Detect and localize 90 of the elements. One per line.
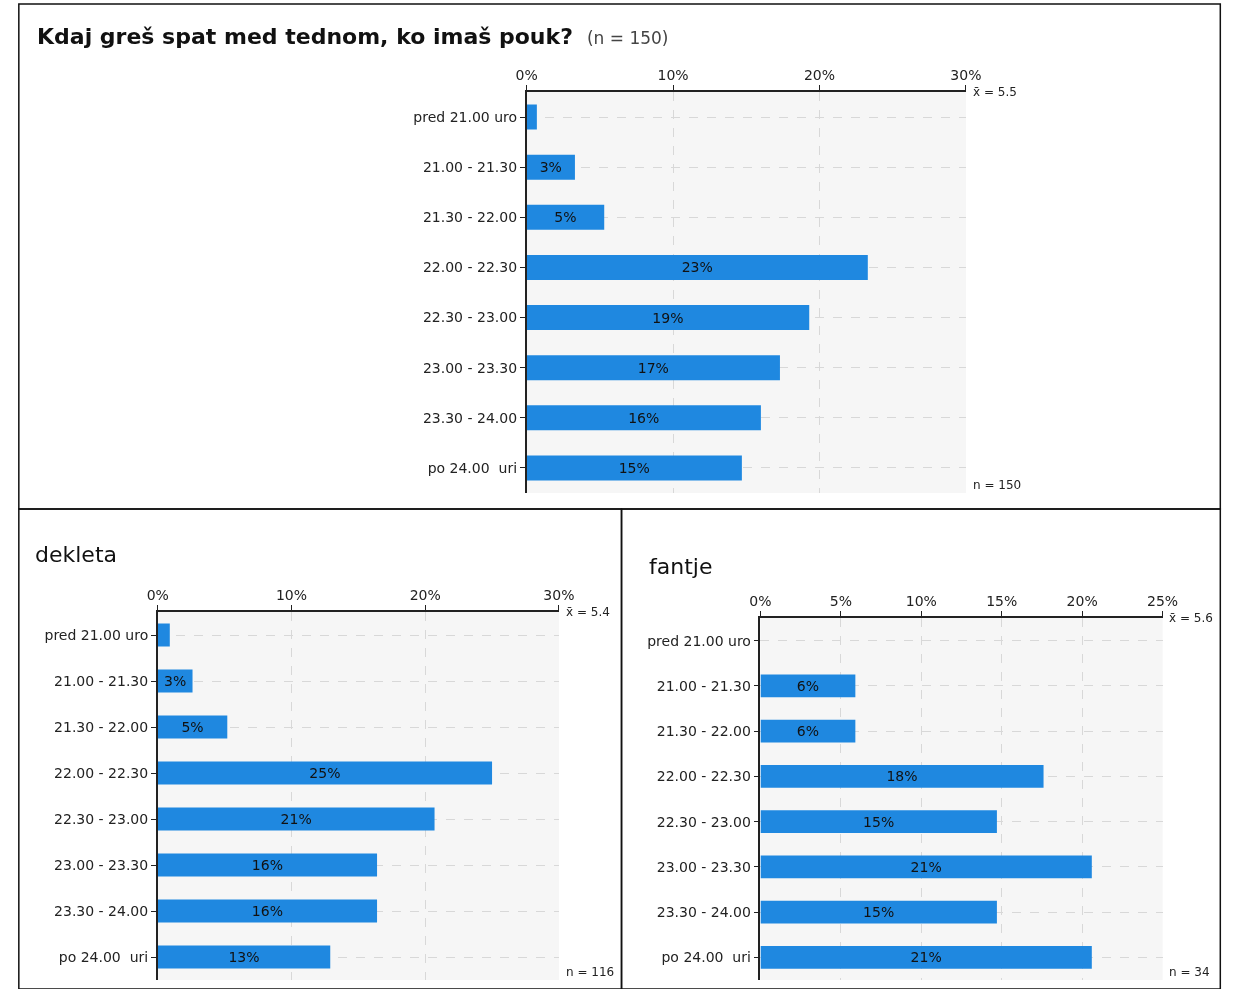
data-label: 3% <box>539 159 562 176</box>
chart-title: fantje <box>649 554 713 579</box>
text: x̄ = 5.5 <box>973 85 1017 99</box>
data-label: 21% <box>910 949 942 966</box>
data-label: 17% <box>637 359 669 376</box>
data-label: 13% <box>228 949 260 965</box>
text: n = 116 <box>566 965 615 979</box>
data-label: 23% <box>681 259 713 276</box>
bar <box>157 715 228 739</box>
bar <box>760 810 997 833</box>
y-tick-label: po 24.00 uri <box>427 459 518 476</box>
text: x̄ = 5.4 <box>566 605 610 619</box>
x-tick-label: 10% <box>657 66 689 83</box>
y-tick-label: 23.00 - 23.30 <box>54 856 149 873</box>
bar <box>157 899 378 923</box>
bar <box>526 405 761 431</box>
bar <box>760 946 1092 969</box>
data-label: 21% <box>910 858 942 875</box>
bar <box>760 674 856 698</box>
y-tick-label: 22.30 - 23.00 <box>656 813 751 830</box>
y-tick-label: po 24.00 uri <box>661 949 751 966</box>
x-tick-label: 10% <box>905 592 937 609</box>
x-tick-label: 0% <box>146 586 169 603</box>
y-tick-label: 21.00 - 21.30 <box>422 159 518 176</box>
data-label: 5% <box>554 209 577 226</box>
y-tick-label: 22.30 - 23.00 <box>422 309 518 326</box>
y-tick-label: pred 21.00 uro <box>44 626 149 643</box>
data-label: 6% <box>796 723 820 740</box>
y-tick-label: 21.30 - 22.00 <box>54 718 149 735</box>
bar <box>760 719 856 743</box>
data-label: 16% <box>251 857 283 873</box>
y-tick-label: po 24.00 uri <box>58 948 149 965</box>
text: n = 150 <box>973 478 1022 492</box>
x-tick-label: 30% <box>950 66 982 83</box>
x-tick-label: 0% <box>515 66 538 83</box>
bar <box>526 305 810 331</box>
bar <box>157 945 331 969</box>
x-tick-label: 5% <box>829 592 852 609</box>
y-tick-label: 22.30 - 23.00 <box>54 810 149 827</box>
bar <box>760 765 1044 788</box>
bar <box>157 623 170 647</box>
y-tick-label: pred 21.00 uro <box>647 632 751 649</box>
bar <box>526 104 537 130</box>
y-tick-label: pred 21.00 uro <box>413 108 518 125</box>
bar <box>526 204 605 230</box>
data-label: 19% <box>652 309 684 326</box>
bar <box>760 855 1092 879</box>
y-tick-label: 23.00 - 23.30 <box>422 359 518 376</box>
data-label: 15% <box>863 904 895 921</box>
data-label: 21% <box>280 811 312 827</box>
bar <box>526 254 868 280</box>
chart-title: dekleta <box>35 542 117 567</box>
y-tick-label: 22.00 - 22.30 <box>422 259 518 276</box>
text: Kdaj greš spat med tednom, ko imaš pouk? <box>37 24 573 49</box>
x-tick-label: 15% <box>986 592 1018 609</box>
x-tick-label: 20% <box>803 66 836 83</box>
y-tick-label: 23.00 - 23.30 <box>656 858 751 875</box>
text: n = 34 <box>1169 965 1210 979</box>
bar <box>157 807 435 831</box>
bar <box>526 455 742 481</box>
x-tick-label: 25% <box>1147 592 1179 609</box>
chart-subtitle: (n = 150) <box>586 28 669 48</box>
y-tick-label: 21.00 - 21.30 <box>656 677 751 694</box>
data-label: 15% <box>863 813 895 830</box>
data-label: 5% <box>181 719 204 735</box>
x-tick-label: 20% <box>1066 592 1098 609</box>
x-tick-label: 10% <box>275 586 308 603</box>
y-tick-label: 23.30 - 24.00 <box>422 409 518 426</box>
y-tick-label: 22.00 - 22.30 <box>54 764 149 781</box>
data-label: 15% <box>618 459 650 476</box>
y-tick-label: 21.00 - 21.30 <box>54 672 149 689</box>
x-tick-label: 0% <box>749 592 772 609</box>
data-label: 18% <box>886 768 918 785</box>
data-label: 25% <box>309 765 341 781</box>
x-tick-label: 30% <box>543 586 575 603</box>
bar <box>157 761 493 785</box>
data-label: 3% <box>164 673 187 689</box>
y-tick-label: 23.30 - 24.00 <box>54 902 149 919</box>
data-label: 16% <box>628 409 660 426</box>
y-tick-label: 23.30 - 24.00 <box>656 904 751 921</box>
x-tick-label: 20% <box>409 586 441 603</box>
text: x̄ = 5.6 <box>1169 611 1213 625</box>
data-label: 16% <box>251 903 283 919</box>
bar <box>760 900 997 924</box>
y-tick-label: 21.30 - 22.00 <box>656 723 751 740</box>
y-tick-label: 22.00 - 22.30 <box>656 768 751 785</box>
y-tick-label: 21.30 - 22.00 <box>422 209 518 226</box>
data-label: 6% <box>796 677 820 694</box>
bar <box>526 355 780 381</box>
bar <box>157 853 378 877</box>
